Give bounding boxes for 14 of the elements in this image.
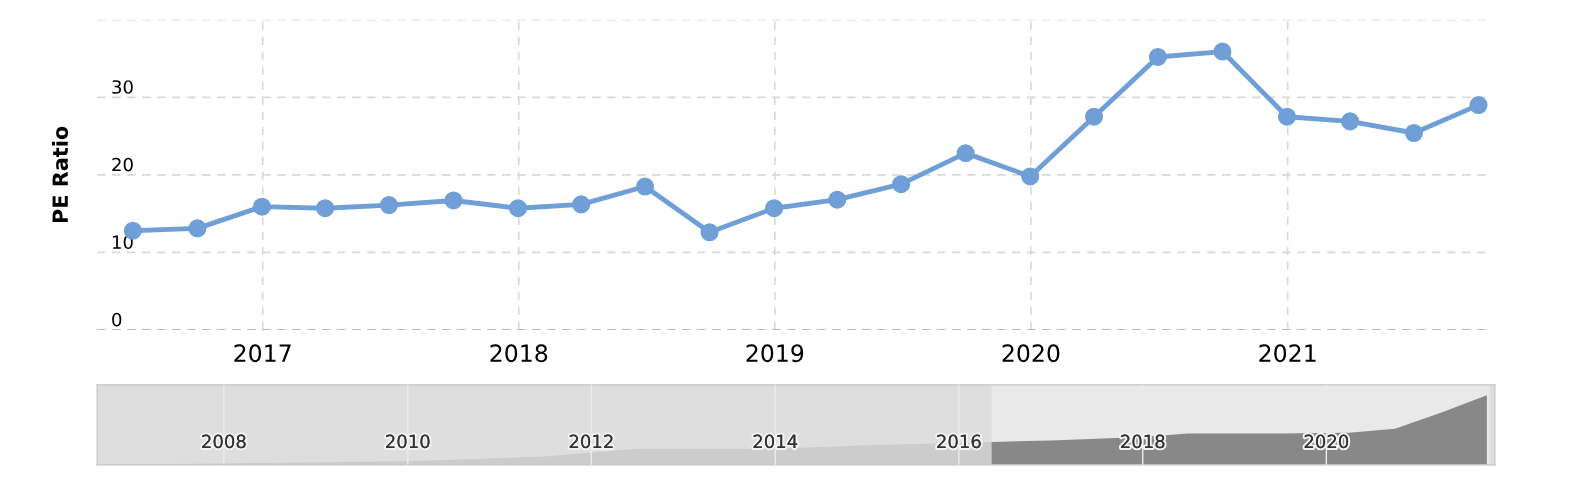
x-tick-label: 2008 (202, 434, 246, 449)
y-tick-label: 0 (112, 312, 122, 327)
x-tick-label: 2020 (1002, 344, 1060, 363)
x-tick-label: 2019 (746, 344, 804, 363)
x-tick-label: 2012 (569, 434, 613, 449)
x-tick-label: 2017 (234, 344, 291, 363)
x-tick-label: 2010 (386, 434, 430, 449)
x-tick-label: 2016 (937, 434, 981, 449)
x-tick-label: 2014 (753, 434, 798, 449)
x-tick-label: 2021 (1259, 344, 1316, 363)
y-tick-label: 20 (112, 157, 133, 172)
x-tick-label: 2018 (490, 344, 548, 363)
y-axis-title: PE Ratio (51, 126, 69, 223)
y-tick-label: 30 (112, 80, 133, 94)
